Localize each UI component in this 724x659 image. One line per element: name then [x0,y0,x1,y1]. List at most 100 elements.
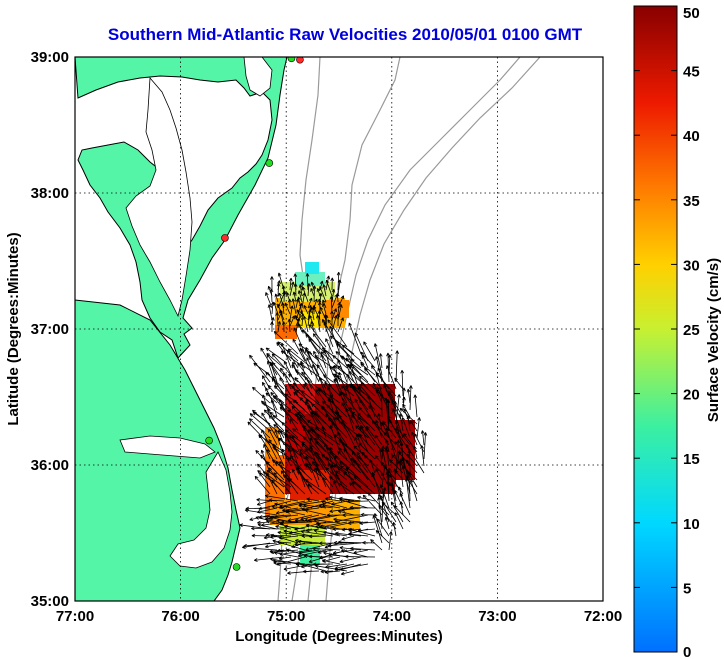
velocity-vector [375,530,390,544]
velocity-vector [296,309,303,321]
velocity-vector [305,542,334,551]
velocity-vector [399,493,411,516]
velocity-vector [329,325,341,355]
velocity-vector [287,298,292,309]
velocity-vector [313,350,327,376]
longitude-tick-label: 75:00 [267,608,305,625]
velocity-vector [340,570,355,576]
velocity-vector [333,434,355,453]
velocity-vector [304,509,327,516]
velocity-vector [384,448,390,467]
velocity-vector [267,384,278,397]
longitude-tick-label: 77:00 [56,608,94,625]
velocity-vector [384,439,390,453]
velocity-vector [353,476,376,495]
velocity-vector [313,529,348,537]
velocity-vector [267,304,273,321]
velocity-vector [312,333,334,362]
velocity-vector [394,377,404,390]
velocity-vector [408,385,413,411]
velocity-vector [341,549,369,558]
velocity-vector [258,500,292,511]
velocity-vector [411,431,418,446]
velocity-vector [273,551,299,558]
velocity-vector [337,450,362,474]
velocity-vector [274,293,279,303]
velocity-vector [259,472,271,488]
velocity-vector [398,413,404,432]
velocity-vector [266,449,278,467]
velocity-vector [350,358,362,369]
velocity-vector [282,290,287,303]
velocity-vector [392,522,397,537]
colorbar-tick-label: 45 [683,64,700,81]
velocity-vector [281,285,286,297]
velocity-vector [375,371,397,397]
velocity-vector [337,317,344,333]
velocity-vector [291,364,306,383]
colorbar-tick-label: 50 [683,5,700,22]
velocity-vector [288,434,306,453]
velocity-vector [346,466,369,488]
velocity-vector [358,442,376,460]
colorbar [633,5,678,653]
velocity-vector [296,562,327,572]
velocity-vector [258,514,292,519]
velocity-vector [300,362,327,383]
velocity-vector [338,392,355,418]
velocity-vector [413,394,418,418]
velocity-vector [247,421,271,446]
velocity-vector [272,446,292,460]
velocity-vector [275,507,306,515]
velocity-vector [337,509,355,516]
velocity-vector [305,273,310,291]
velocity-vector [298,549,320,555]
velocity-vector [287,318,292,333]
velocity-vector [298,284,303,297]
velocity-vector [270,533,299,544]
velocity-vector [261,521,285,527]
velocity-vector [252,409,278,432]
velocity-vector [372,382,383,404]
velocity-vector [305,333,327,362]
velocity-vector [301,371,320,397]
colorbar-tick-label: 5 [683,580,691,597]
latitude-tick-label: 36:00 [31,457,69,474]
velocity-vector [308,534,327,539]
velocity-vector [340,385,355,397]
albemarle-sound [119,435,216,459]
velocity-vector [296,466,313,495]
velocity-vector [406,388,411,404]
velocity-vector [257,470,271,481]
velocity-vector [287,514,313,522]
velocity-vector [288,400,306,418]
velocity-vector [338,414,355,446]
velocity-vector [314,427,341,446]
velocity-vector [390,482,397,509]
velocity-vector [302,569,320,574]
velocity-vector [405,444,425,474]
velocity-vector [363,341,376,362]
velocity-vector [308,324,327,348]
velocity-vector [300,514,320,521]
velocity-vector [416,417,421,439]
velocity-vector [359,521,376,526]
velocity-vector [384,516,390,530]
velocity-vector [328,476,355,495]
velocity-vector [362,540,376,545]
velocity-vector [265,292,273,309]
velocity-vector [297,362,313,383]
velocity-vector [249,413,271,432]
velocity-vector [270,399,278,418]
velocity-vector [265,347,285,362]
velocity-vector [365,427,383,453]
velocity-vector [287,457,313,481]
velocity-vector [337,301,342,315]
velocity-vector [321,303,327,315]
velocity-vector [289,281,295,297]
velocity-vector [300,529,334,537]
velocity-vector [399,501,404,516]
velocity-vector [301,286,309,303]
velocity-vector [279,377,292,397]
